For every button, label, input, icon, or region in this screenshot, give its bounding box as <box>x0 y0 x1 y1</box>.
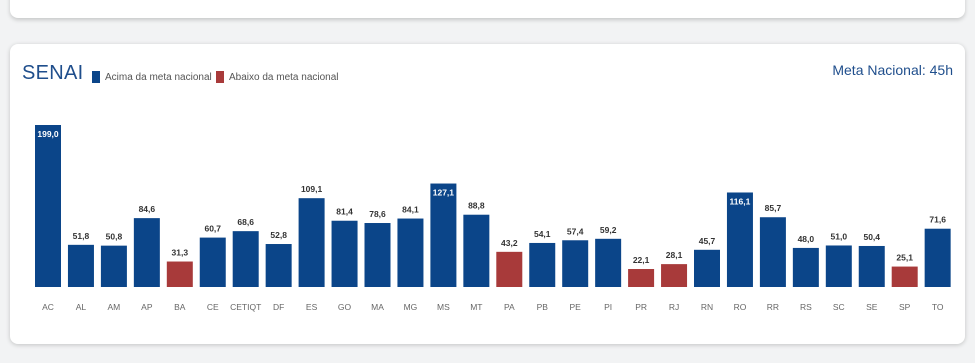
x-tick-ce: CE <box>207 302 219 312</box>
x-tick-go: GO <box>338 302 352 312</box>
legend-label-below: Abaixo da meta nacional <box>229 71 339 83</box>
value-label-mg: 84,1 <box>402 205 419 215</box>
bar-rj <box>661 264 688 287</box>
x-tick-ma: MA <box>371 302 384 312</box>
bar-ce <box>199 237 226 287</box>
value-label-sc: 51,0 <box>831 231 848 241</box>
bar-ro <box>726 192 753 287</box>
bar-ap <box>133 218 160 287</box>
value-label-pr: 22,1 <box>633 255 650 265</box>
value-label-mt: 88,8 <box>468 201 485 211</box>
value-label-rs: 48,0 <box>798 234 815 244</box>
value-label-rn: 45,7 <box>699 236 716 246</box>
bar-pa <box>496 251 523 287</box>
x-tick-al: AL <box>76 302 87 312</box>
bar-cetiqt <box>232 231 259 287</box>
previous-card <box>10 0 965 18</box>
value-label-df: 52,8 <box>270 230 287 240</box>
x-tick-ap: AP <box>141 302 153 312</box>
x-tick-ba: BA <box>174 302 186 312</box>
value-label-sp: 25,1 <box>896 253 913 263</box>
bar-pb <box>529 242 556 287</box>
bar-rn <box>694 249 720 287</box>
x-tick-am: AM <box>108 302 121 312</box>
bar-sp <box>891 266 918 287</box>
value-label-rr: 85,7 <box>765 203 782 213</box>
chart-card: SENAI Acima da meta nacional Abaixo da m… <box>10 44 965 344</box>
x-tick-pb: PB <box>537 302 549 312</box>
x-tick-sc: SC <box>833 302 845 312</box>
value-label-go: 81,4 <box>336 207 353 217</box>
value-label-rj: 28,1 <box>666 250 683 260</box>
value-label-ro: 116,1 <box>730 196 751 206</box>
x-tick-mg: MG <box>404 302 418 312</box>
x-tick-pr: PR <box>635 302 647 312</box>
x-tick-pi: PI <box>604 302 612 312</box>
value-label-pb: 54,1 <box>534 229 551 239</box>
value-label-al: 51,8 <box>73 231 90 241</box>
bar-es <box>298 198 325 287</box>
x-tick-df: DF <box>273 302 284 312</box>
value-label-cetiqt: 68,6 <box>237 217 254 227</box>
x-tick-ro: RO <box>734 302 747 312</box>
bar-am <box>100 245 127 287</box>
value-label-ce: 60,7 <box>204 224 221 234</box>
value-label-am: 50,8 <box>106 232 123 242</box>
x-tick-rj: RJ <box>669 302 679 312</box>
bar-sc <box>825 245 852 287</box>
value-label-ap: 84,6 <box>139 204 156 214</box>
bar-to <box>924 228 951 287</box>
x-tick-sp: SP <box>899 302 911 312</box>
value-label-pe: 57,4 <box>567 226 584 236</box>
legend-swatch-below <box>216 71 224 83</box>
legend-swatch-above <box>92 71 100 83</box>
x-tick-mt: MT <box>470 302 482 312</box>
x-tick-rn: RN <box>701 302 713 312</box>
bar-ma <box>364 223 391 287</box>
value-label-to: 71,6 <box>929 215 946 225</box>
national-target-label: Meta Nacional: 45h <box>832 62 953 78</box>
x-tick-pa: PA <box>504 302 515 312</box>
bar-pi <box>595 238 622 287</box>
legend-item-above: Acima da meta nacional <box>92 70 212 84</box>
x-tick-rr: RR <box>767 302 779 312</box>
legend-item-below: Abaixo da meta nacional <box>216 70 339 84</box>
bar-rr <box>759 217 786 287</box>
value-label-se: 50,4 <box>863 232 880 242</box>
x-tick-cetiqt: CETIQT <box>230 302 261 312</box>
x-tick-rs: RS <box>800 302 812 312</box>
x-tick-pe: PE <box>570 302 582 312</box>
x-tick-ac: AC <box>42 302 54 312</box>
value-label-ms: 127,1 <box>433 188 455 198</box>
bar-se <box>858 245 885 287</box>
x-tick-to: TO <box>932 302 944 312</box>
value-label-pa: 43,2 <box>501 238 518 248</box>
value-label-ba: 31,3 <box>172 248 189 258</box>
bar-df <box>265 244 292 287</box>
bar-rs <box>792 247 819 287</box>
value-label-es: 109,1 <box>301 184 323 194</box>
bar-al <box>67 244 94 287</box>
x-tick-es: ES <box>306 302 318 312</box>
bar-pe <box>562 240 589 287</box>
chart-title: SENAI <box>22 62 84 84</box>
value-label-pi: 59,2 <box>600 225 617 235</box>
bar-ba <box>166 261 193 287</box>
legend-label-above: Acima da meta nacional <box>105 71 212 83</box>
bar-ms <box>430 183 457 287</box>
bar-mt <box>463 214 490 287</box>
x-tick-ms: MS <box>437 302 450 312</box>
bar-pr <box>628 269 655 287</box>
value-label-ma: 78,6 <box>369 209 386 219</box>
value-label-ac: 199,0 <box>37 129 59 139</box>
bar-ac <box>35 125 61 287</box>
bar-go <box>331 220 358 287</box>
x-tick-se: SE <box>866 302 878 312</box>
bar-mg <box>397 218 424 287</box>
